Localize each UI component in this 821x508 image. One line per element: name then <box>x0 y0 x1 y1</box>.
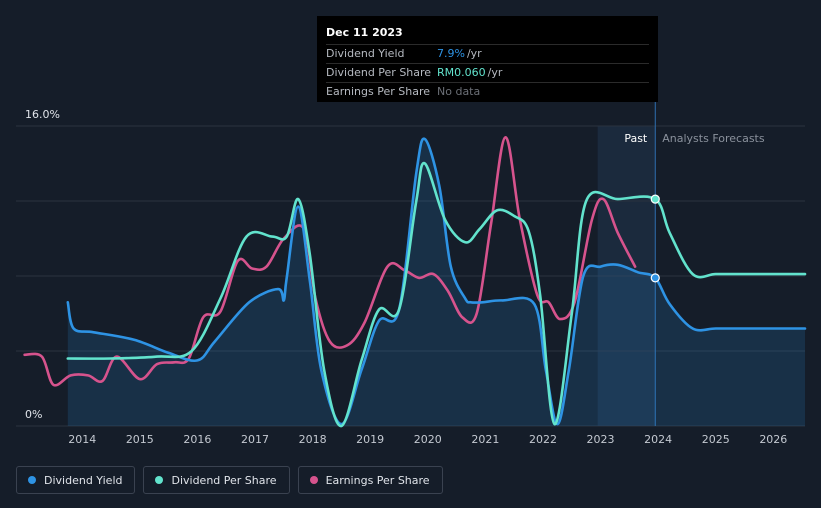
tooltip: Dec 11 2023 Dividend Yield 7.9% /yr Divi… <box>317 16 658 102</box>
legend-label: Dividend Per Share <box>171 473 277 487</box>
tooltip-label: Dividend Yield <box>326 47 405 60</box>
dividend-yield-dot-icon <box>28 476 36 484</box>
dividend-yield-marker <box>650 273 660 283</box>
x-tick-label: 2024 <box>644 433 672 446</box>
tooltip-label: Earnings Per Share <box>326 85 431 98</box>
tooltip-row-dividend-yield: Dividend Yield 7.9% /yr <box>326 44 649 63</box>
dividend-yield-line <box>66 137 807 426</box>
earnings-per-share-dot-icon <box>309 476 318 484</box>
tooltip-row-dividend-per-share: Dividend Per Share RM0.060 /yr <box>326 63 649 82</box>
tooltip-value: RM0.060 <box>437 66 486 79</box>
legend: Dividend Yield Dividend Per Share Earnin… <box>16 466 443 494</box>
y-axis-label-top: 16.0% <box>25 108 60 121</box>
x-tick-label: 2020 <box>414 433 442 446</box>
tooltip-row-earnings-per-share: Earnings Per Share No data <box>326 82 649 101</box>
tooltip-date: Dec 11 2023 <box>326 26 403 39</box>
tooltip-label: Dividend Per Share <box>326 66 432 79</box>
past-label: Past <box>624 132 648 145</box>
x-tick-label: 2019 <box>356 433 384 446</box>
legend-label: Earnings Per Share <box>325 473 430 487</box>
dividend-yield-area <box>67 138 806 426</box>
y-axis-label-bottom: 0% <box>25 408 42 421</box>
legend-label: Dividend Yield <box>44 473 123 487</box>
legend-item-dividend-per-share[interactable]: Dividend Per Share <box>143 466 290 494</box>
x-tick-label: 2017 <box>241 433 269 446</box>
x-tick-label: 2015 <box>126 433 154 446</box>
x-tick-label: 2025 <box>702 433 730 446</box>
x-tick-label: 2016 <box>183 433 211 446</box>
earnings-per-share-line <box>23 135 637 387</box>
x-tick-label: 2022 <box>529 433 557 446</box>
dividend-per-share-marker <box>650 194 660 204</box>
tooltip-unit: /yr <box>466 47 482 60</box>
tooltip-value: 7.9% <box>437 47 465 60</box>
tooltip-value: No data <box>437 85 481 98</box>
x-tick-label: 2014 <box>68 433 96 446</box>
x-tick-label: 2026 <box>759 433 787 446</box>
legend-item-dividend-yield[interactable]: Dividend Yield <box>16 466 136 494</box>
x-tick-label: 2023 <box>587 433 615 446</box>
forecast-label: Analysts Forecasts <box>662 132 765 145</box>
x-tick-label: 2021 <box>471 433 499 446</box>
legend-item-earnings-per-share[interactable]: Earnings Per Share <box>297 466 443 494</box>
dividend-per-share-dot-icon <box>155 476 164 484</box>
tooltip-unit: /yr <box>487 66 503 79</box>
x-tick-label: 2018 <box>299 433 327 446</box>
